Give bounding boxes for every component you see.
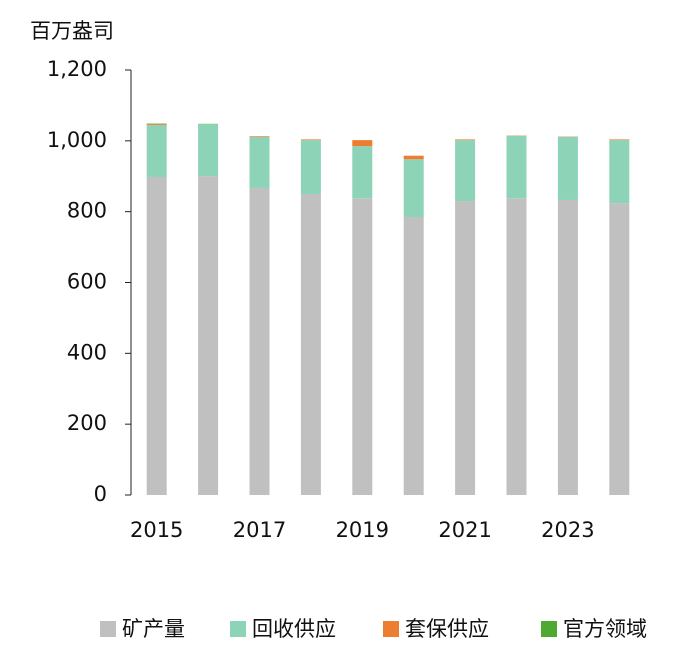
bar-segment	[507, 198, 527, 495]
bar-segment	[250, 137, 270, 188]
bar-segment	[352, 146, 372, 198]
bar-segment	[558, 137, 578, 200]
bar-segment	[609, 140, 629, 203]
bar-segment	[609, 139, 629, 140]
bar-segment	[147, 124, 167, 125]
legend-swatch	[383, 621, 399, 637]
bar-segment	[198, 124, 218, 176]
bar-segment	[147, 125, 167, 177]
bar-segment	[558, 200, 578, 495]
bar-segment	[198, 176, 218, 495]
bar-segment	[147, 177, 167, 495]
y-tick-label: 800	[67, 199, 107, 223]
bar-segment	[455, 140, 475, 201]
bar-segment	[455, 139, 475, 140]
y-tick-label: 600	[67, 270, 107, 294]
legend-swatch	[100, 621, 116, 637]
legend-label: 回收供应	[252, 617, 336, 641]
legend-swatch	[230, 621, 246, 637]
bar-segment	[250, 136, 270, 137]
bar-segment	[301, 194, 321, 495]
x-tick-label: 2015	[130, 518, 183, 542]
bar-segment	[352, 140, 372, 146]
x-tick-label: 2019	[336, 518, 389, 542]
y-tick-label: 1,200	[47, 57, 107, 81]
legend-label: 官方领域	[563, 617, 647, 641]
bar-segment	[352, 198, 372, 495]
bar-segment	[301, 139, 321, 140]
bar-segment	[404, 217, 424, 495]
legend-label: 套保供应	[405, 617, 489, 641]
bar-segment	[507, 136, 527, 198]
legend-label: 矿产量	[122, 617, 185, 641]
y-axis-label: 百万盎司	[30, 19, 114, 43]
x-tick-label: 2017	[233, 518, 286, 542]
bar-segment	[404, 156, 424, 160]
bar-segment	[250, 188, 270, 495]
legend-swatch	[541, 621, 557, 637]
x-tick-label: 2021	[438, 518, 491, 542]
bar-segment	[455, 201, 475, 495]
bar-segment	[301, 140, 321, 194]
y-tick-label: 200	[67, 411, 107, 435]
bar-segment	[404, 159, 424, 217]
y-tick-label: 400	[67, 340, 107, 364]
bar-segment	[609, 203, 629, 495]
y-tick-label: 1,000	[47, 128, 107, 152]
y-tick-label: 0	[94, 482, 107, 506]
x-tick-label: 2023	[541, 518, 594, 542]
